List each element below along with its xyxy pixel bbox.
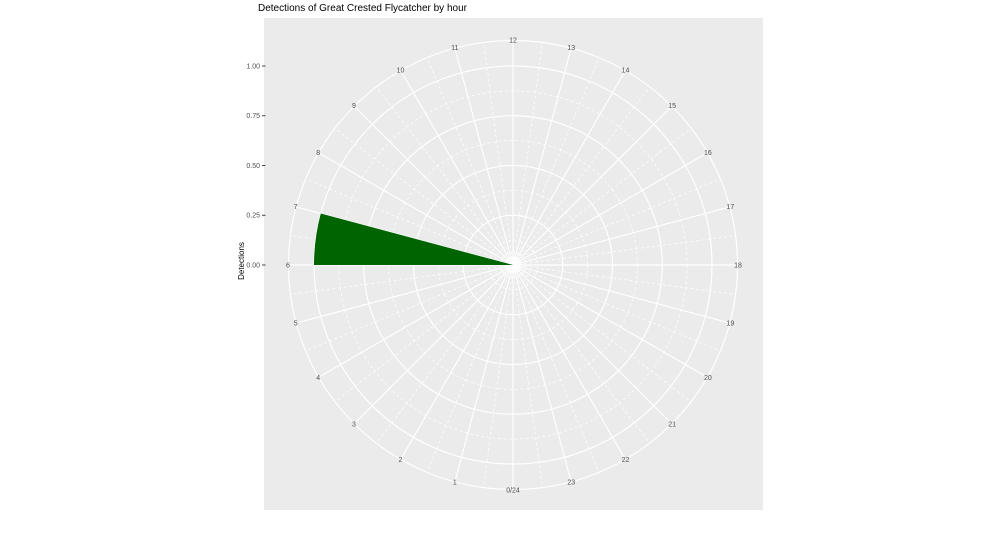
hour-label-16: 16	[704, 150, 712, 157]
polar-grid	[287, 39, 739, 491]
hour-label-11: 11	[451, 45, 458, 52]
hour-spoke	[400, 264, 514, 460]
half-hour-spoke	[305, 264, 514, 352]
hour-spoke	[512, 70, 626, 266]
hour-spoke	[512, 264, 673, 425]
half-hour-spoke	[512, 264, 650, 444]
hour-label-9: 9	[352, 103, 356, 110]
half-hour-spoke	[483, 42, 514, 266]
r-axis-label-0-75: 0.75	[246, 113, 260, 120]
hour-label-21: 21	[668, 421, 676, 428]
hour-spoke	[512, 264, 708, 378]
half-hour-spoke	[512, 42, 543, 266]
hour-label-20: 20	[704, 375, 712, 382]
r-axis-label-1-00: 1.00	[246, 63, 260, 70]
hour-labels: 0/24123456789101112131415161718192021222…	[286, 37, 742, 494]
half-hour-spoke	[512, 178, 721, 266]
hour-label-5: 5	[294, 321, 298, 328]
y-axis-title: Detections	[237, 242, 246, 280]
hour-label-0: 0/24	[506, 487, 520, 494]
hour-label-19: 19	[726, 321, 734, 328]
hour-label-2: 2	[399, 457, 403, 464]
half-hour-spoke	[512, 57, 600, 266]
half-hour-spoke	[305, 178, 514, 266]
hour-spoke	[454, 48, 514, 266]
hour-label-23: 23	[567, 480, 575, 487]
hour-label-6: 6	[286, 262, 290, 269]
half-hour-spoke	[334, 128, 514, 266]
hour-label-13: 13	[567, 45, 575, 52]
half-hour-spoke	[512, 86, 650, 266]
hour-spoke	[353, 105, 514, 266]
half-hour-spoke	[334, 264, 514, 402]
hour-spoke	[512, 152, 708, 266]
hour-spoke	[318, 264, 514, 378]
half-hour-spoke	[512, 264, 721, 352]
hour-label-14: 14	[622, 67, 630, 74]
half-hour-spoke	[426, 264, 514, 473]
half-hour-spoke	[512, 264, 600, 473]
half-hour-spoke	[512, 235, 736, 266]
hour-label-10: 10	[397, 67, 405, 74]
hour-spoke	[512, 105, 673, 266]
hour-spoke	[512, 48, 572, 266]
half-hour-spoke	[483, 264, 514, 488]
half-hour-spoke	[426, 57, 514, 266]
hour-spoke	[454, 264, 514, 482]
hour-spoke	[353, 264, 514, 425]
half-hour-spoke	[512, 264, 692, 402]
r-axis-label-0-00: 0.00	[246, 262, 260, 269]
hour-label-18: 18	[734, 262, 742, 269]
hour-label-7: 7	[294, 204, 298, 211]
chart-title: Detections of Great Crested Flycatcher b…	[258, 3, 468, 14]
hour-spoke	[512, 206, 730, 266]
panel-border-circle	[287, 39, 739, 491]
detection-bar-hour-6	[314, 213, 513, 265]
half-hour-spoke	[290, 264, 514, 295]
r-axis-label-0-25: 0.25	[246, 213, 260, 220]
hour-spoke	[296, 264, 514, 324]
half-hour-spoke	[512, 128, 692, 266]
hour-spoke	[318, 152, 514, 266]
bar-layer	[314, 213, 513, 265]
radial-axis: 0.00 0.25 0.50 0.75 1.00	[246, 63, 266, 269]
half-hour-spoke	[376, 264, 514, 444]
hour-label-4: 4	[316, 375, 320, 382]
hour-spoke	[512, 264, 730, 324]
hour-label-22: 22	[622, 457, 630, 464]
hour-label-3: 3	[352, 421, 356, 428]
half-hour-spoke	[512, 264, 736, 295]
hour-spoke	[400, 70, 514, 266]
hour-label-1: 1	[453, 480, 457, 487]
r-axis-label-0-50: 0.50	[246, 163, 260, 170]
half-hour-spoke	[512, 264, 543, 488]
hour-spoke	[512, 264, 572, 482]
hour-label-8: 8	[316, 150, 320, 157]
half-hour-spoke	[376, 86, 514, 266]
hour-label-17: 17	[726, 204, 734, 211]
hour-spoke	[512, 264, 626, 460]
hour-label-12: 12	[509, 37, 517, 44]
hour-label-15: 15	[668, 103, 676, 110]
